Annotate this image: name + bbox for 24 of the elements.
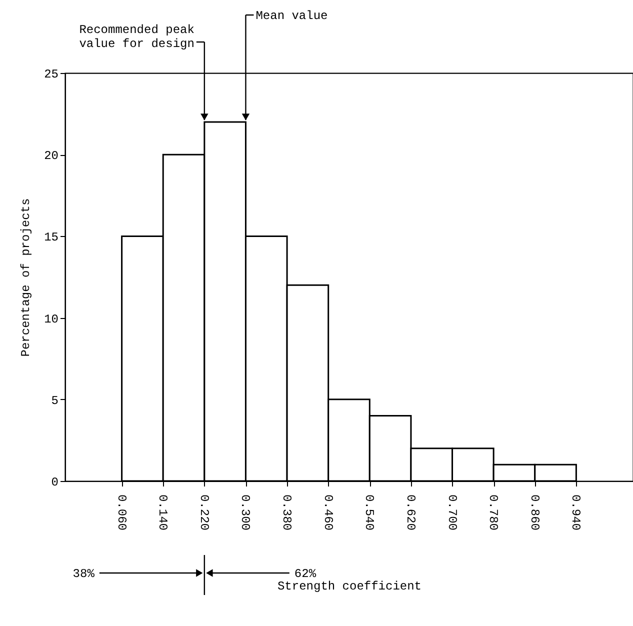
x-axis-title: Strength coefficient: [277, 580, 422, 594]
y-tick-label: 20: [44, 149, 58, 164]
y-tick-label: 10: [44, 312, 58, 326]
y-tick-label: 0: [51, 476, 58, 490]
y-tick-label: 15: [44, 230, 58, 245]
x-tick-label: 0.380: [280, 494, 294, 531]
x-tick-label: 0.140: [156, 494, 170, 531]
annotation: Mean value: [256, 9, 328, 23]
x-tick-label: 0.220: [196, 494, 211, 531]
x-tick-label: 0.860: [527, 494, 542, 531]
x-tick-label: 0.460: [320, 494, 335, 531]
x-tick-label: 0.780: [486, 494, 500, 531]
x-tick-label: 0.940: [568, 494, 583, 531]
x-tick-label: 0.540: [362, 494, 376, 531]
x-tick-label: 0.620: [403, 494, 418, 531]
text: 62%: [294, 567, 317, 581]
x-tick-label: 0.700: [444, 494, 459, 531]
y-tick-label: 25: [44, 68, 58, 82]
y-axis-title: Percentage of projects: [19, 198, 34, 357]
annotation: Recommended peak value for design: [79, 23, 194, 51]
x-tick-label: 0.300: [238, 494, 252, 531]
x-tick-label: 0.060: [114, 494, 128, 531]
text: 38%: [72, 567, 96, 581]
y-tick-label: 5: [51, 394, 58, 408]
